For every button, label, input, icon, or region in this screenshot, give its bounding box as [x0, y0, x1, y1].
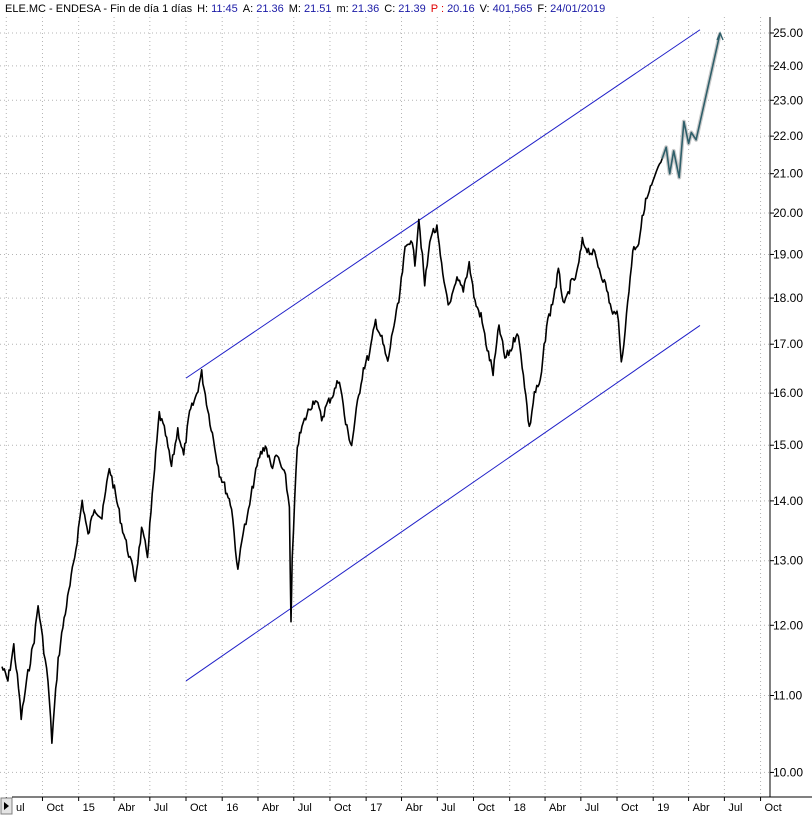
header-segment: 401,565 — [493, 3, 533, 15]
series-layer — [1, 31, 724, 744]
header-segment: 21.39 — [398, 3, 426, 15]
x-tick-label: ul — [16, 802, 25, 814]
header-segment: A: — [243, 3, 253, 15]
x-tick-label: Jul — [585, 802, 599, 814]
y-tick-label: 19.00 — [773, 247, 803, 261]
y-tick-label: 18.00 — [773, 291, 803, 305]
header-segment: M: — [289, 3, 301, 15]
header-segment: 24/01/2019 — [550, 3, 605, 15]
header-info-text: ELE.MC - ENDESA - Fin de día 1 días H: 11:… — [5, 3, 605, 15]
x-tick-label: Oct — [46, 802, 63, 814]
header-segment: F: — [537, 3, 547, 15]
header-segment: V: — [480, 3, 490, 15]
header-segment: 11:45 — [211, 3, 238, 15]
projection-arrowhead — [716, 31, 724, 41]
y-tick-label: 13.00 — [773, 554, 803, 568]
scroll-left-button[interactable] — [0, 797, 13, 815]
y-tick-label: 10.00 — [773, 765, 803, 779]
header-segment: 21.51 — [304, 3, 332, 15]
grid-layer — [0, 17, 770, 797]
projection-shadow — [660, 32, 723, 180]
x-tick-label: Oct — [621, 802, 638, 814]
header-segment: C: — [384, 3, 395, 15]
channel-upper-line — [185, 29, 701, 379]
x-tick-label: Jul — [441, 802, 455, 814]
header-segment: m: — [337, 3, 349, 15]
header-segment: ELE.MC - ENDESA - Fin de día 1 días — [5, 3, 193, 15]
x-tick-label: Abr — [118, 802, 135, 814]
channel-layer — [185, 29, 701, 682]
y-tick-label: 16.00 — [773, 386, 803, 400]
y-tick-label: 14.00 — [773, 494, 803, 508]
header-segment: 21.36 — [256, 3, 284, 15]
x-tick-label: Oct — [334, 802, 351, 814]
x-tick-label: Jul — [728, 802, 742, 814]
x-tick-label: 16 — [226, 802, 238, 814]
x-tick-label: Oct — [765, 802, 782, 814]
x-tick-label: 19 — [657, 802, 669, 814]
y-tick-label: 12.00 — [773, 618, 803, 632]
header-info-bar: ELE.MC - ENDESA - Fin de día 1 días H: 11:… — [0, 0, 605, 17]
y-axis: 10.00 11.00 12.00 13.00 14.00 15.00 16.00 17.00… — [769, 17, 803, 797]
x-axis: ul Oct 15 Abr Jul Oct 16 Abr Jul Oct 17 Abr Jul Oct 18… — [5, 796, 812, 814]
x-tick-label: Jul — [154, 802, 168, 814]
x-tick-label: Abr — [406, 802, 423, 814]
y-tick-label: 24.00 — [773, 59, 803, 73]
price-series-line — [1, 158, 663, 744]
x-tick-label: Jul — [298, 802, 312, 814]
y-tick-label: 17.00 — [773, 337, 803, 351]
y-tick-label: 11.00 — [773, 689, 802, 703]
header-segment: P : — [431, 3, 444, 15]
channel-lower-line — [185, 325, 701, 682]
header-segment: 21.36 — [352, 3, 380, 15]
y-tick-label: 20.00 — [773, 206, 803, 220]
y-tick-label: 25.00 — [773, 26, 803, 40]
y-tick-label: 15.00 — [773, 438, 803, 452]
header-segment: 20.16 — [447, 3, 475, 15]
x-tick-label: Abr — [549, 802, 566, 814]
x-tick-label: Oct — [477, 802, 494, 814]
projection-series-line — [661, 32, 721, 179]
x-tick-label: Abr — [262, 802, 279, 814]
x-tick-label: 17 — [370, 802, 382, 814]
x-tick-label: 18 — [514, 802, 526, 814]
y-tick-label: 23.00 — [773, 93, 803, 107]
y-tick-label: 21.00 — [773, 167, 803, 181]
x-tick-label: Abr — [693, 802, 710, 814]
header-segment: H: — [197, 3, 208, 15]
header-info-background — [0, 0, 600, 17]
triangle-right-icon — [4, 802, 9, 810]
x-tick-label: 15 — [83, 802, 95, 814]
y-tick-label: 22.00 — [773, 129, 803, 143]
x-tick-label: Oct — [190, 802, 207, 814]
